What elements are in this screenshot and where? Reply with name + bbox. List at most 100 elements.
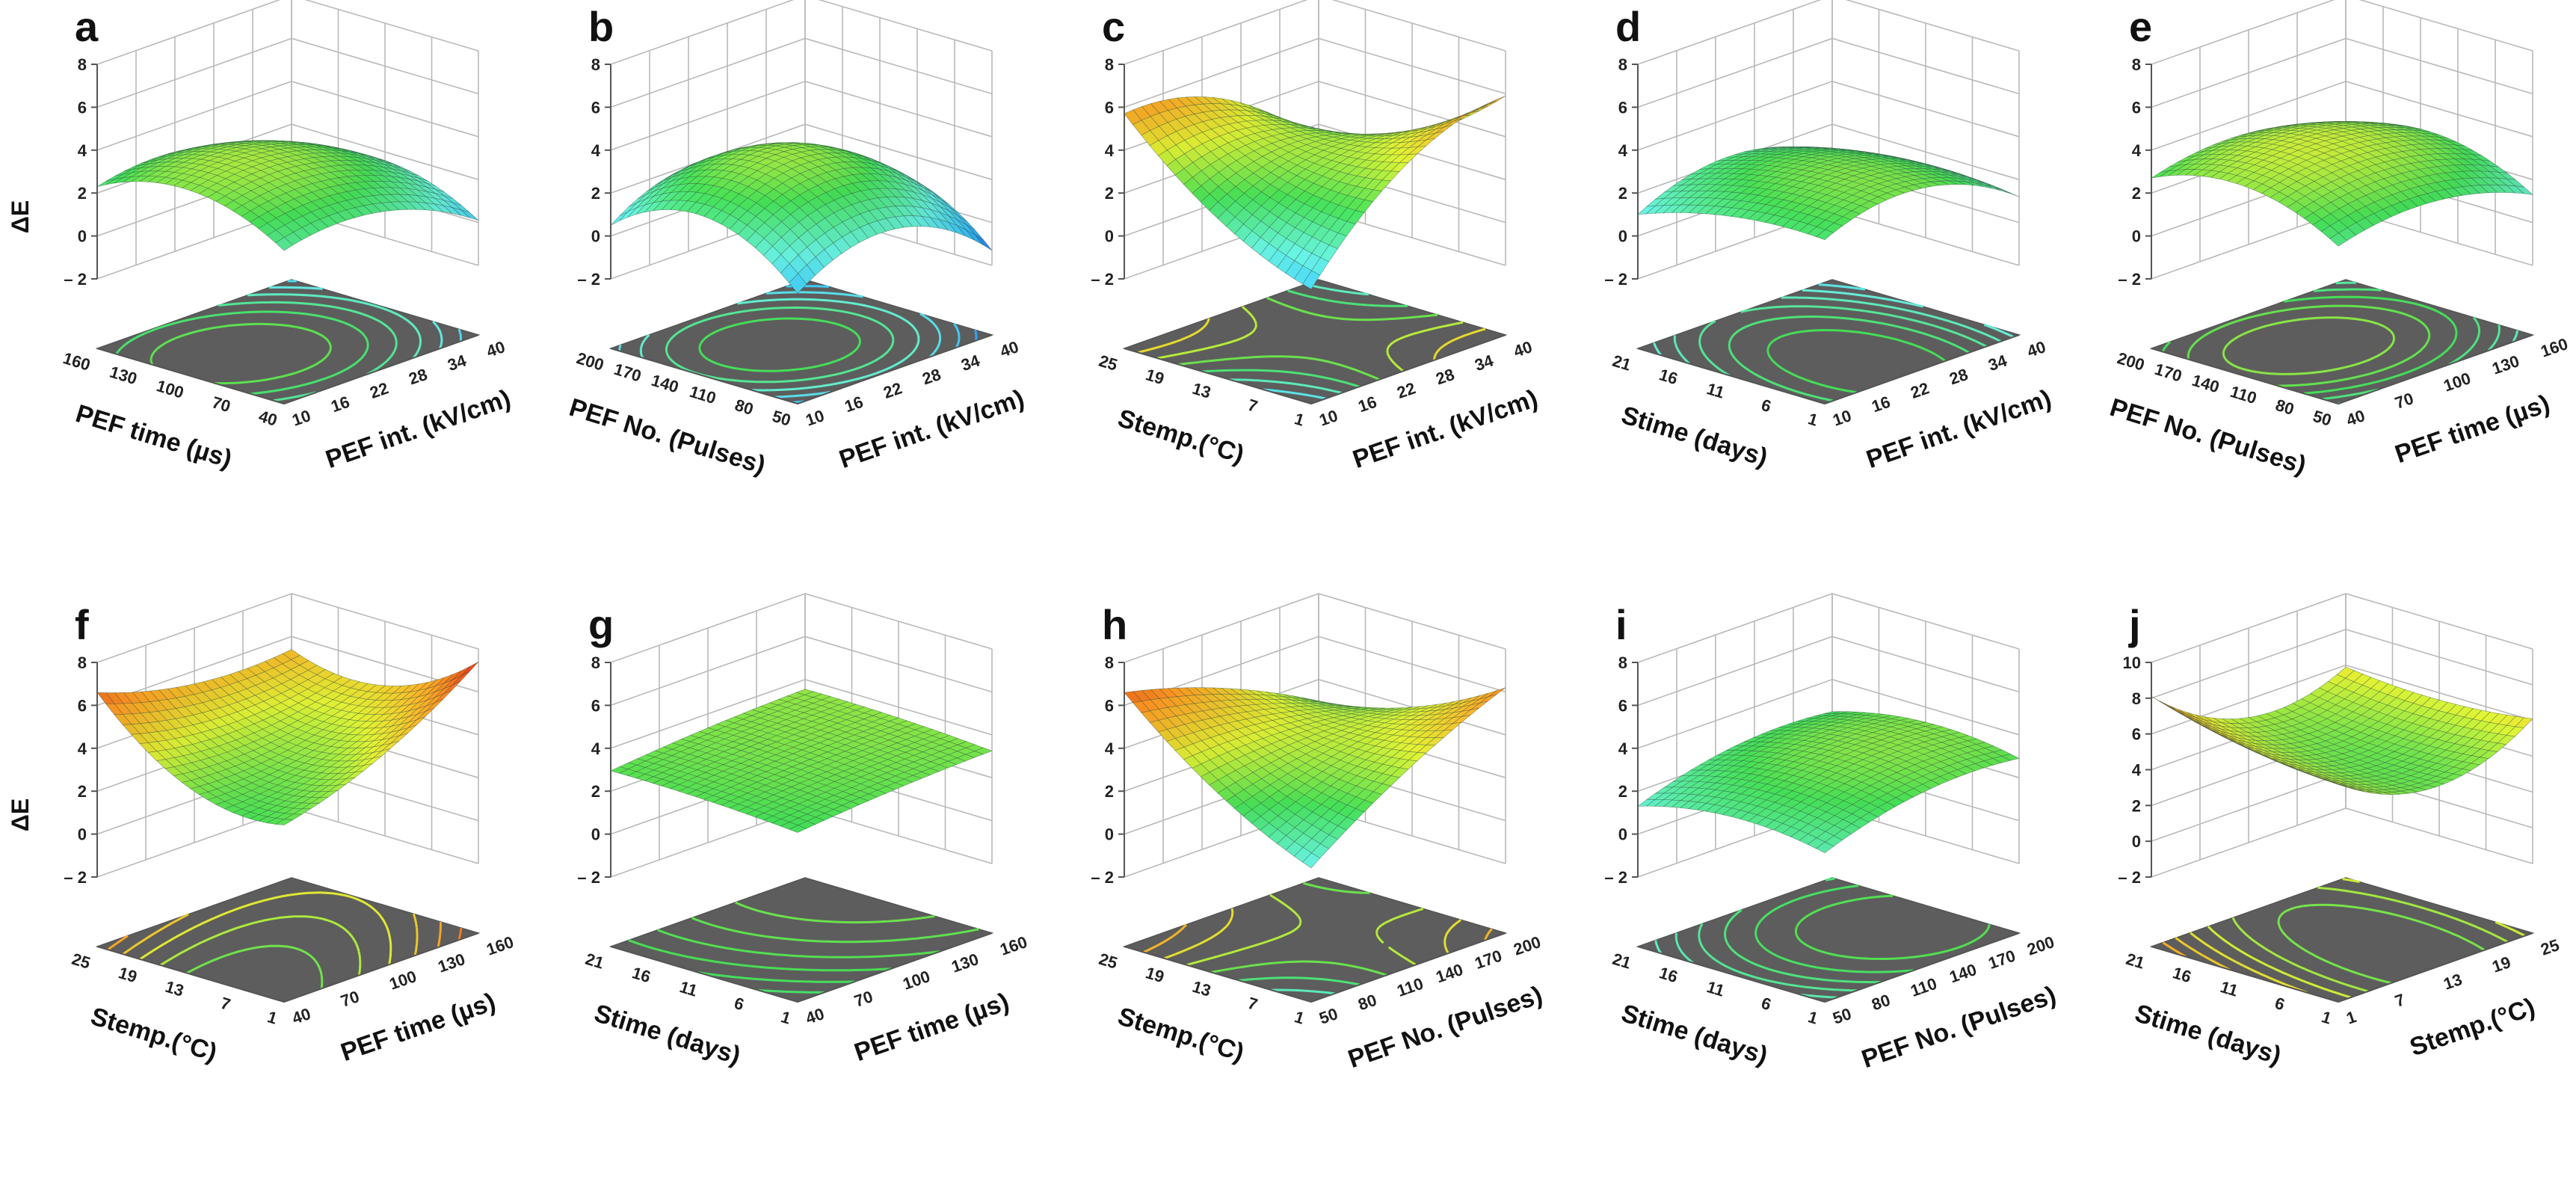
x-tick-label: 22 <box>881 378 904 402</box>
wall-gridline <box>1637 593 2020 663</box>
x-tick-label: 40 <box>289 1004 312 1028</box>
response-surface <box>1637 146 2020 241</box>
z-tick-label: 8 <box>1618 653 1627 672</box>
panel-letter: c <box>1102 3 1125 50</box>
z-tick-label: 0 <box>1618 227 1627 246</box>
x-axis-title: PEF int. (kV/cm) <box>836 384 1028 474</box>
panel-letter: d <box>1615 3 1641 50</box>
y-tick-label: 1 <box>1806 409 1820 429</box>
x-tick-label: 200 <box>2024 932 2056 959</box>
z-tick-label: 8 <box>591 653 600 672</box>
z-tick-label: 2 <box>1618 184 1627 203</box>
x-axis-title: PEF int. (kV/cm) <box>1863 384 2055 474</box>
contour-line <box>287 280 462 342</box>
x-tick-label: 160 <box>484 932 516 959</box>
z-tick-label: – 2 <box>64 270 87 289</box>
z-tick-label: 4 <box>1618 739 1628 758</box>
y-tick-label: 25 <box>1097 950 1120 973</box>
wall-gridline <box>2151 0 2533 65</box>
response-surface <box>96 649 479 825</box>
z-tick-label: 0 <box>1105 825 1114 844</box>
contour-line <box>1138 318 1486 360</box>
contour-line <box>269 286 443 349</box>
contour-line <box>1202 289 1408 388</box>
x-tick-label: 100 <box>900 967 932 994</box>
x-axis-line <box>283 334 479 404</box>
z-tick-label: 2 <box>1105 782 1114 801</box>
back-walls <box>1637 0 2020 280</box>
x-tick-label: 40 <box>484 337 507 361</box>
y-tick-label: 25 <box>70 950 93 973</box>
x-tick-label: 80 <box>1869 991 1892 1015</box>
wall-gridline <box>2151 593 2533 663</box>
z-tick-label: 8 <box>78 653 87 672</box>
x-axis-title: PEF time (µs) <box>2391 390 2554 469</box>
z-tick-label: 4 <box>1618 141 1628 160</box>
y-tick-label: 21 <box>583 950 606 973</box>
x-tick-label: 130 <box>435 950 467 976</box>
y-tick-label: 160 <box>61 348 92 375</box>
wall-gridline <box>1637 636 2020 707</box>
contour-floor <box>95 279 481 404</box>
x-axis-title: PEF time (µs) <box>337 988 499 1067</box>
y-axis-title: Stime (days) <box>1618 999 1770 1070</box>
response-surface <box>610 689 993 833</box>
x-tick-label: 160 <box>2538 334 2570 361</box>
contour-floor <box>95 877 481 1003</box>
y-tick-label: 6 <box>1759 994 1773 1014</box>
x-tick-label: 40 <box>803 1004 826 1028</box>
panel-letter: f <box>75 601 89 648</box>
z-tick-label: 8 <box>591 55 600 74</box>
z-tick-label: 6 <box>78 98 87 117</box>
x-tick-label: 34 <box>958 351 982 375</box>
y-tick-label: 19 <box>1144 963 1167 986</box>
response-surface <box>1637 711 2020 854</box>
x-tick-label: 40 <box>1511 337 1534 361</box>
z-tick-label: 8 <box>2132 55 2141 74</box>
wall-gridline <box>610 80 993 151</box>
box-edges <box>96 334 479 404</box>
z-tick-label: 2 <box>1105 184 1114 203</box>
response-surface <box>1124 687 1506 869</box>
response-surface <box>610 142 993 294</box>
x-axis-title: PEF int. (kV/cm) <box>1349 384 1541 474</box>
z-tick-label: 6 <box>591 98 600 117</box>
y-tick-label: 50 <box>2311 407 2334 430</box>
z-tick-label: 0 <box>78 825 87 844</box>
x-axis-title: PEF No. (Pulses) <box>1858 981 2060 1074</box>
z-tick-label: 2 <box>591 184 600 203</box>
z-tick-label: 2 <box>1618 782 1627 801</box>
z-tick-label: – 2 <box>1091 270 1114 289</box>
x-tick-label: 16 <box>328 393 351 416</box>
y-tick-label: 6 <box>1759 396 1773 416</box>
surface-patch <box>1452 113 1470 122</box>
wall-gridline <box>2151 807 2533 878</box>
surface-patch <box>974 234 993 251</box>
x-tick-label: 40 <box>997 337 1020 361</box>
z-tick-label: – 2 <box>1604 868 1627 887</box>
z-tick-label: 0 <box>591 825 600 844</box>
x-tick-label: 200 <box>1511 932 1543 959</box>
z-tick-label: 6 <box>591 696 600 715</box>
z-tick-label: 0 <box>78 227 87 246</box>
z-tick-label: – 2 <box>64 868 87 887</box>
response-surface <box>1124 96 1506 290</box>
x-tick-label: 170 <box>1472 947 1504 973</box>
wall-gridline <box>1124 0 1506 65</box>
z-tick-label: 8 <box>1105 55 1114 74</box>
surface-patch <box>789 273 807 294</box>
x-tick-label: 22 <box>1394 378 1417 402</box>
y-axis-title: Stemp.(°C) <box>1115 404 1248 469</box>
x-tick-label: 110 <box>1394 974 1426 1000</box>
y-tick-label: 110 <box>2228 382 2259 407</box>
